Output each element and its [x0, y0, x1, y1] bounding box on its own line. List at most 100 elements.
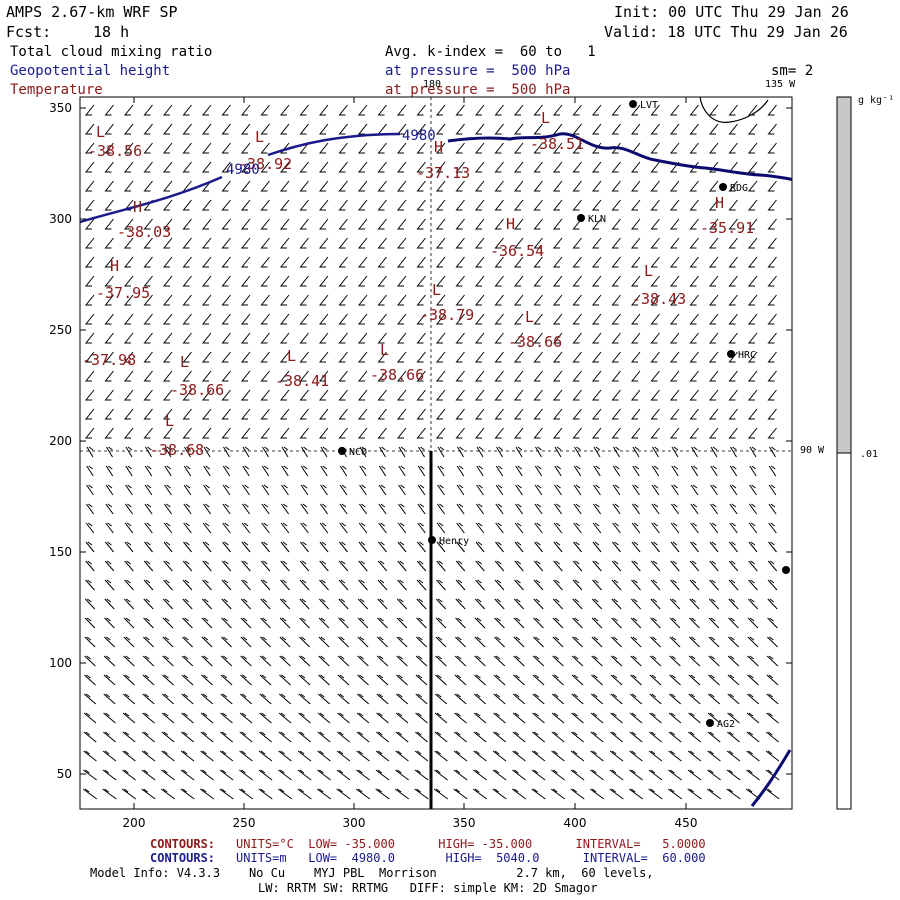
wind-barb: [768, 484, 777, 496]
wind-barb: [260, 351, 270, 363]
wind-barb: [338, 598, 349, 610]
wind-barb: [708, 275, 719, 287]
model-physics: LW: RRTM SW: RRTMG DIFF: simple KM: 2D S…: [258, 881, 598, 895]
wind-barb: [395, 712, 409, 724]
wind-barb: [650, 313, 660, 325]
wind-barb: [667, 788, 683, 800]
wind-barb: [650, 598, 661, 610]
wind-barb: [318, 598, 330, 610]
wind-barb: [82, 788, 98, 800]
wind-barb: [161, 750, 175, 762]
wind-barb: [221, 560, 232, 572]
wind-barb: [102, 750, 117, 762]
wind-barb: [709, 522, 719, 534]
wind-barb: [318, 408, 329, 420]
wind-barb: [494, 598, 505, 610]
wind-barb: [396, 237, 407, 249]
wind-barb: [182, 332, 192, 344]
wind-barb: [416, 237, 426, 249]
wind-barb: [337, 693, 350, 705]
wind-barb: [669, 313, 680, 325]
wind-barb: [318, 104, 329, 116]
wind-barb: [123, 389, 134, 401]
wind-barb: [476, 465, 484, 477]
wind-barb: [494, 560, 505, 572]
wind-barb: [200, 769, 214, 781]
wind-barb: [572, 408, 582, 420]
wind-barb: [182, 218, 192, 230]
wind-barb: [184, 446, 191, 458]
wind-barb: [357, 617, 369, 629]
wind-barb: [611, 294, 621, 306]
wind-barb: [455, 313, 465, 325]
wind-barb: [531, 731, 546, 743]
wind-barb: [708, 161, 719, 173]
wind-barb: [708, 332, 719, 344]
wind-barb: [648, 769, 663, 781]
wind-barb: [572, 598, 583, 610]
wind-barb: [318, 389, 329, 401]
wind-barb: [533, 636, 544, 648]
wind-barb: [553, 579, 563, 591]
wind-barb: [434, 731, 448, 743]
wind-barb: [553, 503, 563, 515]
extremum-type: L: [287, 347, 296, 365]
wind-barb: [416, 199, 426, 211]
wind-barb: [435, 294, 446, 306]
wind-barb: [532, 655, 545, 667]
wind-barb: [357, 294, 368, 306]
wind-barb: [182, 123, 192, 135]
wind-barb: [338, 275, 348, 287]
wind-barb: [143, 560, 154, 572]
wind-barb: [726, 750, 741, 762]
wind-barb: [630, 655, 642, 667]
wind-barb: [455, 427, 465, 439]
wind-barb: [728, 617, 739, 629]
wind-barb: [279, 617, 291, 629]
wind-barb: [102, 731, 117, 743]
wind-barb: [182, 579, 193, 591]
wind-barb: [591, 123, 602, 135]
wind-barb: [357, 161, 368, 173]
wind-barb: [533, 104, 543, 116]
wind-barb: [650, 389, 660, 401]
wind-barb: [512, 712, 526, 724]
wind-barb: [591, 180, 602, 192]
wind-barb: [143, 389, 153, 401]
wind-barb: [728, 579, 739, 591]
wind-barb: [84, 598, 96, 610]
station-name: RDG: [730, 183, 748, 194]
wind-barb: [512, 769, 526, 781]
wind-barb: [609, 750, 624, 762]
wind-barb: [298, 655, 311, 667]
wind-barb: [124, 560, 134, 572]
wind-barb: [552, 351, 563, 363]
wind-barb: [552, 598, 564, 610]
wind-barb: [199, 788, 215, 800]
wind-barb: [160, 788, 176, 800]
wind-barb: [338, 332, 348, 344]
wind-barb: [143, 313, 153, 325]
wind-barb: [767, 180, 777, 192]
wind-barb: [163, 560, 173, 572]
temperature-value: -38.66: [508, 333, 562, 351]
wind-barb: [162, 655, 174, 667]
wind-barb: [728, 332, 738, 344]
wind-barb: [123, 161, 134, 173]
wind-barb: [221, 617, 232, 629]
wind-barb: [240, 237, 251, 249]
wind-barb: [746, 712, 760, 724]
wind-barb: [591, 617, 603, 629]
wind-barb: [396, 199, 407, 211]
wind-barb: [688, 693, 701, 705]
wind-barb: [671, 446, 679, 458]
wind-barb: [162, 123, 173, 135]
wind-barb: [766, 674, 779, 686]
wind-barb: [123, 237, 134, 249]
wind-barb: [123, 180, 134, 192]
wind-barb: [570, 788, 585, 800]
wind-barb: [240, 256, 251, 268]
wind-barb: [669, 294, 680, 306]
wind-barb: [513, 294, 524, 306]
wind-barb: [611, 180, 621, 192]
